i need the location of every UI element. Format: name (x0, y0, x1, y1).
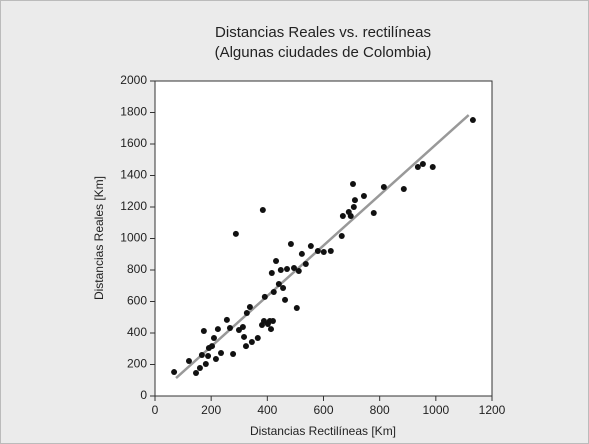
scatter-point (202, 361, 209, 368)
scatter-point (261, 293, 268, 300)
scatter-point (349, 181, 356, 188)
scatter-point (232, 230, 239, 237)
scatter-point (469, 117, 476, 124)
scatter-point (298, 250, 305, 257)
scatter-point (205, 352, 212, 359)
scatter-point (293, 304, 300, 311)
scatter-point (287, 241, 294, 248)
scatter-point (254, 335, 261, 342)
scatter-point (209, 343, 216, 350)
scatter-point (273, 258, 280, 265)
scatter-point (185, 358, 192, 365)
scatter-point (259, 206, 266, 213)
y-tick-label: 1200 (120, 199, 147, 213)
scatter-point (277, 267, 284, 273)
y-tick-label: 1400 (120, 168, 147, 182)
scatter-point (350, 204, 357, 210)
y-tick-label: 400 (127, 325, 147, 339)
scatter-point (267, 326, 274, 333)
chart-subtitle: (Algunas ciudades de Colombia) (215, 44, 432, 61)
x-tick-label: 0 (152, 403, 159, 417)
scatter-point (419, 161, 426, 168)
y-tick-label: 0 (140, 388, 147, 402)
x-tick-label: 1200 (479, 403, 506, 417)
scatter-point (243, 309, 250, 316)
scatter-point (314, 247, 321, 254)
scatter-point (307, 243, 314, 250)
x-tick-label: 1000 (422, 403, 449, 417)
x-tick-label: 600 (313, 403, 333, 417)
scatter-point (248, 338, 255, 345)
scatter-point (351, 197, 358, 204)
scatter-point (339, 212, 346, 219)
scatter-point (302, 261, 309, 268)
x-tick-label: 400 (257, 403, 277, 417)
scatter-point (242, 343, 249, 350)
y-axis-label: Distancias Reales [Km] (92, 176, 106, 300)
scatter-point (320, 249, 327, 256)
scatter-point (269, 318, 276, 325)
x-tick-label: 200 (201, 403, 221, 417)
scatter-point (200, 327, 207, 334)
scatter-point (226, 324, 233, 331)
scatter-point (241, 333, 248, 340)
scatter-point (360, 192, 367, 199)
scatter-point (223, 316, 230, 323)
y-tick-label: 200 (127, 357, 147, 371)
scatter-point (338, 232, 345, 239)
scatter-point (370, 209, 377, 216)
plot-area (154, 80, 493, 397)
scatter-point (291, 264, 298, 271)
y-tick-label: 800 (127, 262, 147, 276)
scatter-point (198, 352, 205, 359)
scatter-point (380, 183, 387, 190)
scatter-point (295, 267, 302, 274)
x-axis-label: Distancias Rectilíneas [Km] (250, 424, 396, 438)
scatter-point (270, 289, 277, 296)
y-tick-label: 1800 (120, 105, 147, 119)
scatter-point (246, 304, 253, 311)
scatter-point (327, 247, 334, 254)
y-tick-label: 2000 (120, 73, 147, 87)
scatter-point (400, 186, 407, 193)
scatter-point (414, 163, 421, 170)
trend-line (175, 114, 470, 379)
x-tick-label: 800 (370, 403, 390, 417)
scatter-point (212, 355, 219, 362)
y-tick-label: 1000 (120, 231, 147, 245)
scatter-point (214, 326, 221, 333)
scatter-point (196, 364, 203, 371)
scatter-point (268, 269, 275, 276)
y-tick-label: 600 (127, 294, 147, 308)
scatter-point (347, 212, 354, 219)
scatter-point (230, 350, 237, 357)
scatter-point (282, 296, 289, 303)
scatter-point (280, 284, 287, 291)
scatter-point (239, 324, 246, 331)
scatter-point (193, 370, 200, 377)
scatter-point (210, 335, 217, 342)
scatter-point (429, 163, 436, 170)
scatter-point (283, 266, 290, 273)
scatter-point (275, 281, 282, 288)
chart-title: Distancias Reales vs. rectilíneas (215, 24, 431, 41)
y-tick-label: 1600 (120, 136, 147, 150)
scatter-point (217, 350, 224, 357)
scatter-point (171, 369, 178, 376)
